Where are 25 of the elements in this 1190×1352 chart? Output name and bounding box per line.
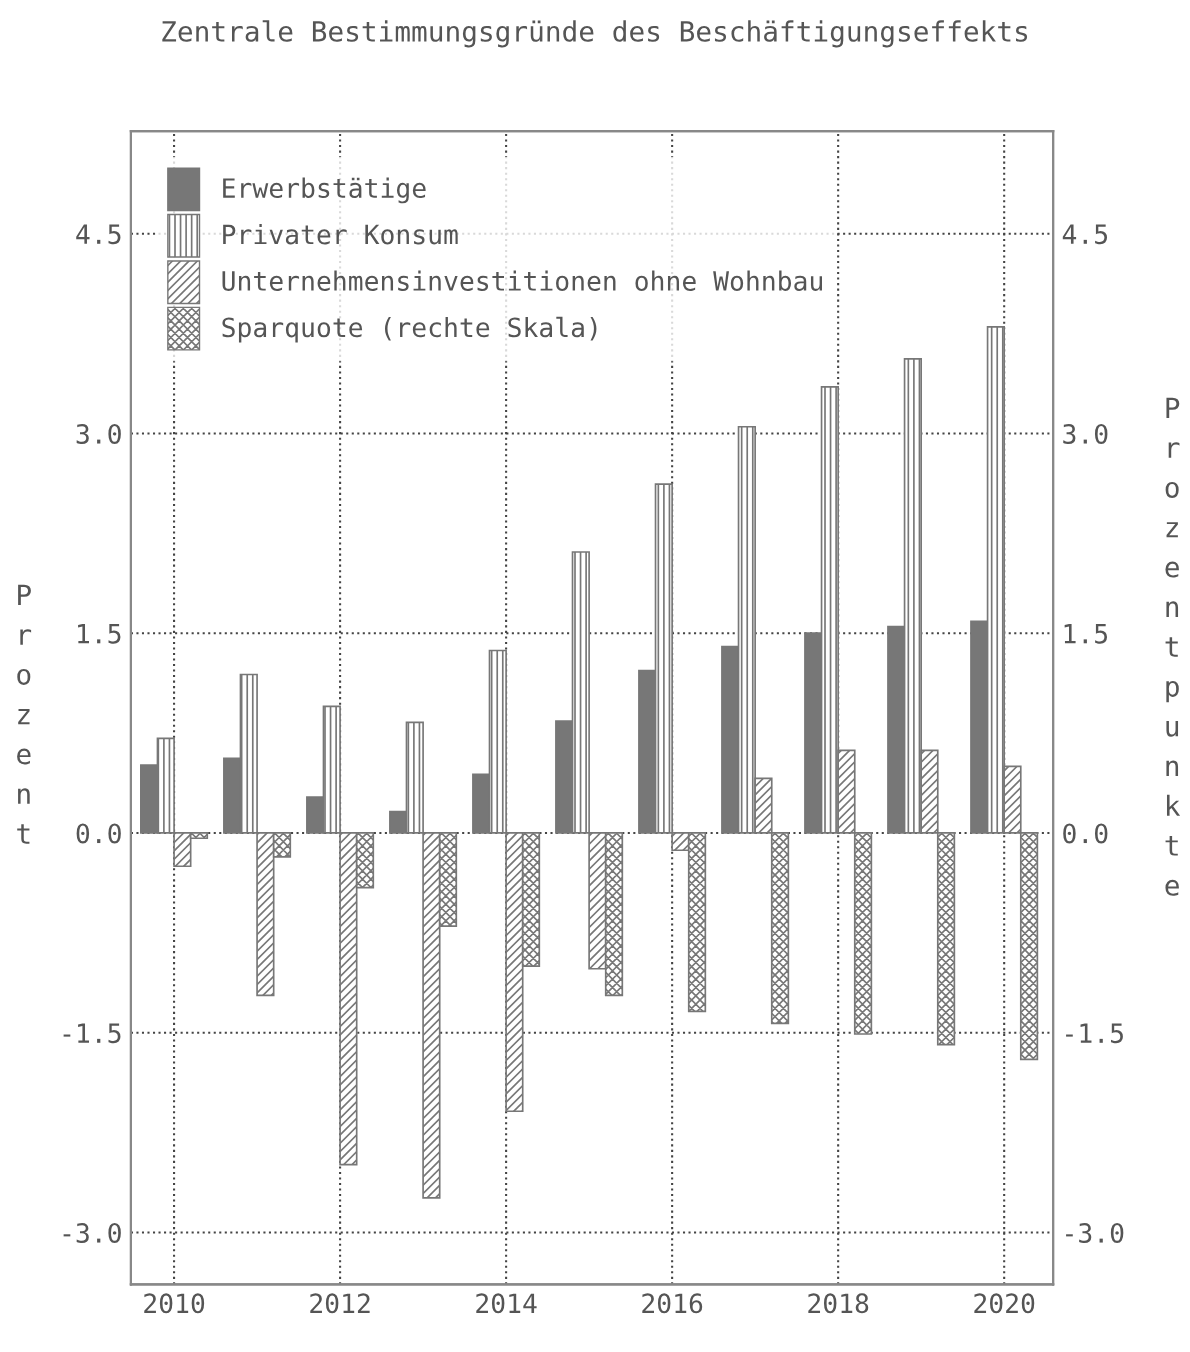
x-tick-label: 2018 xyxy=(808,1293,869,1314)
y2-tick-label: 3.0 xyxy=(1063,423,1108,444)
y-axis-title: Prozent xyxy=(17,584,32,844)
y2-tick-label: -1.5 xyxy=(1066,1023,1123,1044)
legend-label: Privater Konsum xyxy=(223,224,458,245)
chart-title: Zentrale Bestimmungsgründe des Beschäftigungseffekts xyxy=(162,20,1028,48)
y-tick-label: -1.5 xyxy=(63,1023,121,1044)
x-tick-label: 2014 xyxy=(476,1293,537,1314)
y-tick-label: -3.0 xyxy=(63,1222,121,1243)
legend-label: Unternehmensinvestitionen ohne Wohnbau xyxy=(222,270,822,291)
x-tick-label: 2020 xyxy=(974,1293,1035,1314)
y-tick-label: 0.0 xyxy=(76,823,121,844)
x-tick-label: 2012 xyxy=(310,1293,370,1314)
y2-tick-label: 0.0 xyxy=(1063,823,1108,844)
legend-label: Sparquote (rechte Skala) xyxy=(222,316,597,343)
legend-label: Erwerbstätige xyxy=(223,177,426,204)
y2-tick-label: 1.5 xyxy=(1064,624,1108,644)
text: Prozentpunkte xyxy=(1165,397,1181,896)
y-tick-label: 4.5 xyxy=(76,224,121,245)
y-tick-label: 1.5 xyxy=(78,624,121,644)
y2-tick-label: -3.0 xyxy=(1066,1222,1124,1243)
x-tick-label: 2016 xyxy=(642,1293,703,1314)
x-tick-label: 2010 xyxy=(144,1293,205,1314)
y2-tick-label: 4.5 xyxy=(1062,224,1108,245)
y-tick-label: 3.0 xyxy=(76,423,121,444)
